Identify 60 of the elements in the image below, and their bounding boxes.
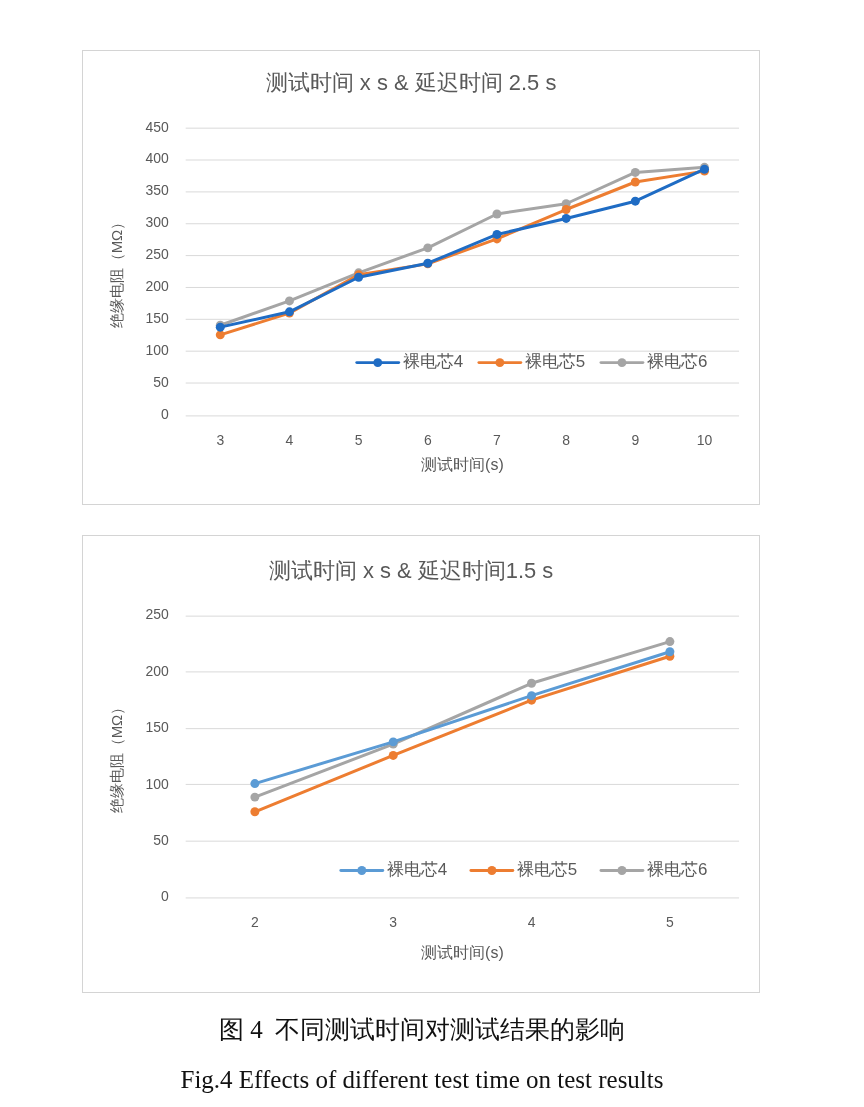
y-tick-label: 250: [145, 246, 169, 263]
y-tick-label: 0: [160, 888, 169, 905]
point: [561, 213, 571, 223]
y-tick-label: 100: [145, 775, 169, 792]
point: [250, 792, 260, 802]
y-tick-label: 150: [145, 310, 169, 327]
y-tick-label: 0: [160, 406, 169, 423]
y-tick-label: 400: [145, 150, 169, 167]
point: [665, 647, 675, 657]
point: [527, 678, 537, 688]
point: [492, 209, 502, 219]
legend-label: 裸电芯4: [386, 860, 448, 880]
point: [215, 330, 225, 340]
y-tick-label: 200: [145, 278, 169, 295]
y-tick-label: 350: [145, 182, 169, 199]
point: [665, 637, 675, 647]
y-tick-label: 50: [153, 831, 169, 848]
y-axis-title: 绝缘电阻（MΩ）: [108, 699, 126, 814]
legend-label: 裸电芯5: [516, 860, 578, 880]
legend-label: 裸电芯4: [402, 352, 464, 372]
x-tick-label: 5: [354, 431, 363, 448]
point: [250, 779, 260, 789]
x-tick-label: 6: [423, 431, 432, 448]
y-tick-label: 450: [145, 118, 169, 135]
caption: Fig.4 Effects of different test time on test results: [179, 1065, 665, 1095]
point: [388, 750, 398, 760]
x-tick-label: 7: [493, 431, 502, 448]
x-tick-label: 9: [631, 431, 640, 448]
x-tick-label: 10: [696, 431, 713, 448]
y-tick-label: 300: [145, 214, 169, 231]
legend-label: 裸电芯5: [524, 352, 586, 372]
y-tick-label: 100: [145, 342, 169, 359]
chart-title: 测试时间 x s & 延迟时间 2.5 s: [265, 70, 557, 96]
y-tick-label: 250: [145, 606, 169, 623]
x-tick-label: 4: [285, 431, 294, 448]
chart-title: 测试时间 x s & 延迟时间1.5 s: [268, 558, 554, 584]
point: [250, 807, 260, 817]
point: [423, 243, 433, 253]
legend-label: 裸电芯6: [646, 352, 708, 372]
point: [630, 167, 640, 177]
legend-label: 裸电芯6: [646, 860, 708, 880]
x-axis-title: 测试时间(s): [421, 455, 504, 473]
y-axis-title: 绝缘电阻（MΩ）: [108, 214, 126, 329]
point: [284, 296, 294, 306]
y-tick-label: 200: [145, 662, 169, 679]
x-tick-label: 5: [666, 913, 675, 930]
x-tick-label: 4: [527, 913, 536, 930]
x-tick-label: 3: [389, 913, 398, 930]
x-tick-label: 8: [562, 431, 571, 448]
y-tick-label: 150: [145, 719, 169, 736]
point: [527, 691, 537, 701]
point: [492, 229, 502, 239]
y-tick-label: 50: [153, 374, 169, 391]
x-tick-label: 2: [250, 913, 259, 930]
point: [630, 177, 640, 187]
x-axis-title: 测试时间(s): [421, 943, 504, 961]
point: [630, 196, 640, 206]
caption: 图 4 不同测试时间对测试结果的影响: [217, 1015, 627, 1045]
point: [561, 205, 571, 214]
x-tick-label: 3: [216, 431, 225, 448]
